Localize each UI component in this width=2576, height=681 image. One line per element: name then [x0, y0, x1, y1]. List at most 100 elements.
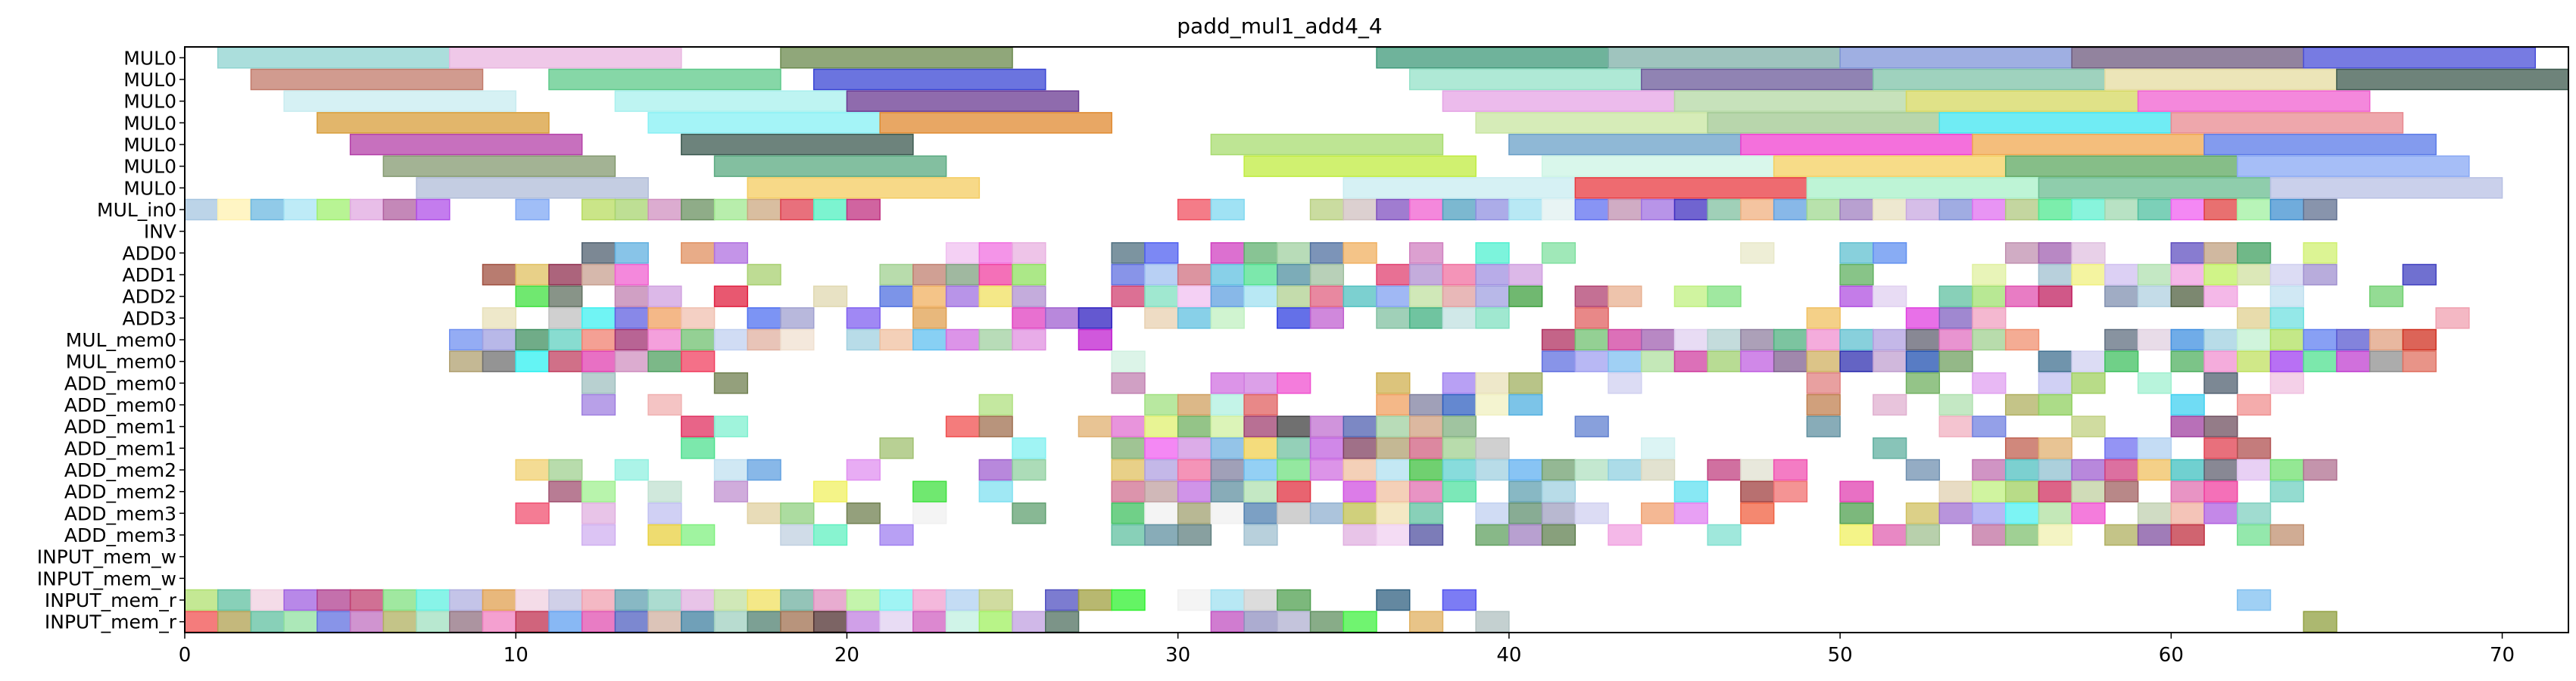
task-bar — [1508, 285, 1543, 307]
task-bar — [283, 589, 318, 611]
task-bar — [1873, 328, 1907, 351]
task-bar — [1277, 480, 1311, 502]
task-bar — [1442, 437, 1477, 459]
task-bar — [2303, 198, 2337, 221]
task-bar — [912, 480, 947, 502]
task-bar — [1608, 350, 1642, 372]
task-bar — [2170, 480, 2205, 502]
task-bar — [1806, 328, 1841, 351]
task-bar — [548, 68, 781, 91]
task-bar — [1475, 437, 1510, 459]
task-bar — [780, 589, 815, 611]
task-bar — [581, 242, 616, 264]
task-bar — [2038, 285, 2072, 307]
task-bar — [1309, 502, 1345, 524]
task-bar — [945, 589, 981, 611]
task-bar — [1773, 155, 2007, 177]
task-bar — [1938, 328, 1973, 351]
task-bar — [184, 611, 219, 633]
task-bar — [416, 589, 451, 611]
task-bar — [482, 328, 516, 351]
task-bar — [2203, 350, 2238, 372]
task-bar — [1641, 502, 1676, 524]
task-bar — [317, 589, 351, 611]
task-bar — [614, 307, 649, 329]
task-bar — [2104, 285, 2139, 307]
task-bar — [1839, 198, 1874, 221]
x-tick-label: 60 — [2159, 644, 2184, 667]
task-bar — [614, 198, 649, 221]
task-bar — [1343, 242, 1377, 264]
task-bar — [713, 155, 947, 177]
task-bar — [1210, 133, 1444, 156]
task-bar — [1707, 459, 1742, 481]
task-bar — [2004, 328, 2040, 351]
task-bar — [846, 307, 881, 329]
task-bar — [1343, 198, 1377, 221]
task-bar — [184, 198, 219, 221]
task-bar — [1442, 307, 1477, 329]
task-bar — [581, 611, 616, 633]
task-bar — [1243, 611, 1278, 633]
task-bar — [1641, 68, 1874, 91]
task-bar — [2071, 198, 2106, 221]
task-bar — [1012, 459, 1046, 481]
task-bar — [1408, 242, 1444, 264]
task-bar — [780, 524, 815, 546]
task-bar — [879, 524, 914, 546]
task-bar — [1243, 502, 1278, 524]
task-bar — [2203, 502, 2238, 524]
task-bar — [2303, 611, 2337, 633]
task-bar — [548, 263, 583, 286]
task-bar — [1608, 372, 1642, 394]
task-bar — [2004, 198, 2040, 221]
task-bar — [2237, 459, 2272, 481]
task-bar — [2203, 372, 2238, 394]
task-bar — [515, 589, 550, 611]
task-bar — [1210, 589, 1245, 611]
y-tick-label: ADD_mem0 — [64, 394, 176, 416]
task-bar — [1773, 480, 1808, 502]
task-bar — [2435, 307, 2470, 329]
task-bar — [2004, 437, 2040, 459]
y-tick-label: INV — [144, 221, 176, 243]
task-bar — [1210, 437, 1245, 459]
task-bar — [217, 589, 252, 611]
y-tick-label: MUL0 — [123, 156, 176, 178]
task-bar — [2237, 242, 2272, 264]
task-bar — [1873, 285, 1907, 307]
task-bar — [1475, 459, 1510, 481]
task-bar — [1574, 502, 1609, 524]
task-bar — [713, 372, 749, 394]
task-bar — [1243, 415, 1278, 437]
task-bar — [879, 611, 914, 633]
task-bar — [250, 589, 285, 611]
task-bar — [1343, 437, 1377, 459]
task-bar — [1343, 611, 1377, 633]
task-bar — [1210, 372, 1245, 394]
task-bar — [681, 328, 716, 351]
y-tick-label: MUL_in0 — [97, 199, 176, 221]
task-bar — [2104, 198, 2139, 221]
task-bar — [1707, 350, 1742, 372]
task-bar — [1972, 415, 2007, 437]
task-bar — [1475, 372, 1510, 394]
task-bar — [1309, 263, 1345, 286]
task-bar — [912, 328, 947, 351]
x-tick-label: 40 — [1496, 644, 1521, 667]
task-bar — [1277, 589, 1311, 611]
task-bar — [978, 393, 1013, 416]
task-bar — [1707, 524, 1742, 546]
task-bar — [978, 285, 1013, 307]
task-bar — [1277, 502, 1311, 524]
y-tick-label: ADD_mem1 — [64, 416, 176, 438]
task-bar — [1442, 415, 1477, 437]
task-bar — [2137, 459, 2172, 481]
task-bar — [2104, 459, 2139, 481]
task-bar — [581, 502, 616, 524]
task-bar — [2203, 437, 2238, 459]
task-bar — [1111, 480, 1146, 502]
task-bar — [217, 198, 252, 221]
task-bar — [780, 47, 1013, 69]
task-bar — [647, 112, 881, 134]
